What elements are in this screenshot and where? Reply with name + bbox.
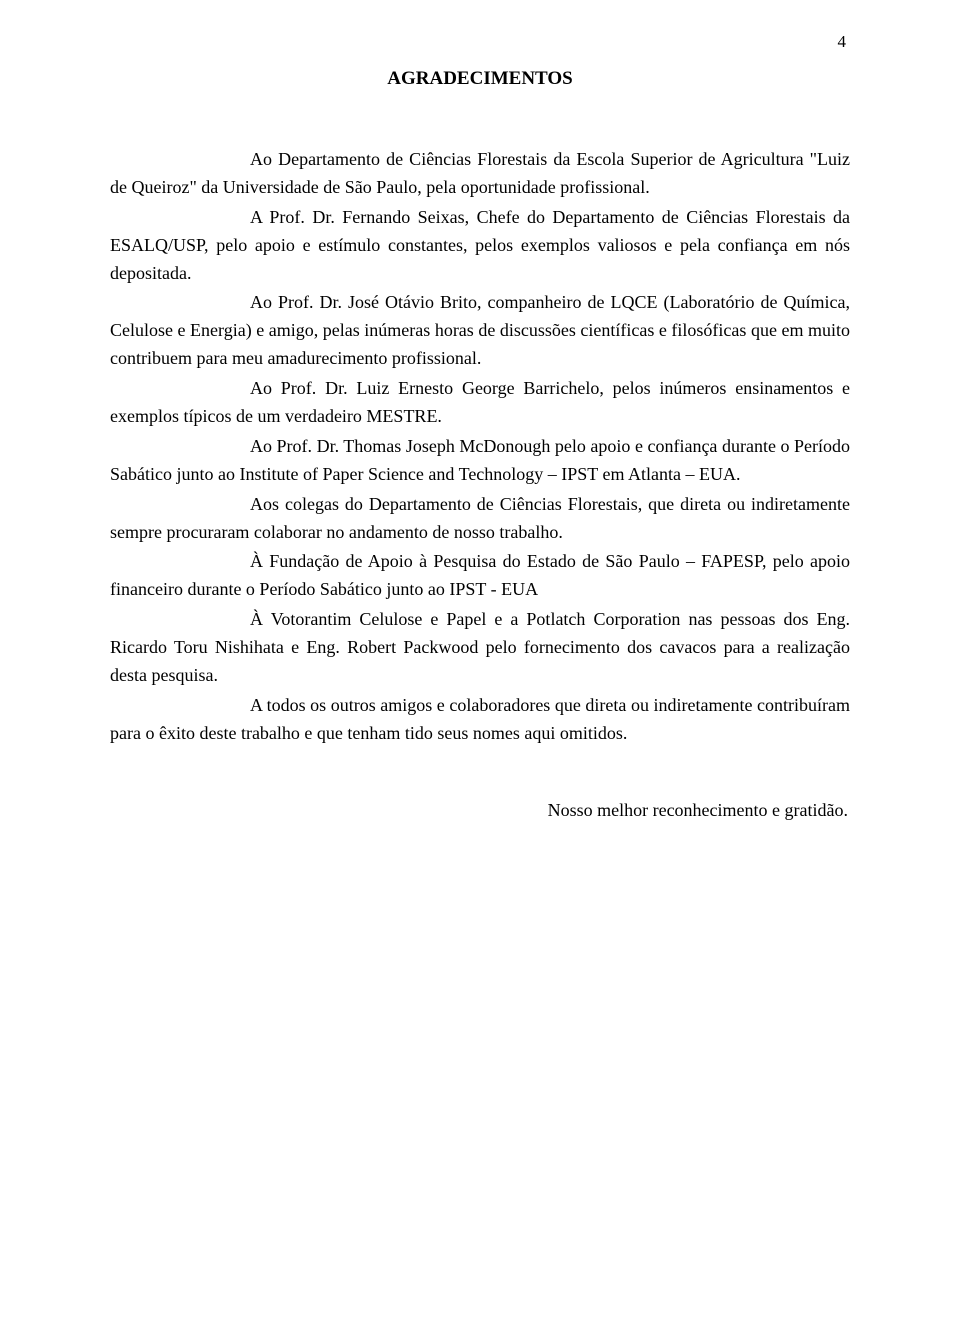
body-paragraph: Ao Departamento de Ciências Florestais d… [110, 146, 850, 202]
page-number: 4 [838, 32, 847, 52]
body-paragraph: A todos os outros amigos e colaboradores… [110, 692, 850, 748]
body-paragraph: Ao Prof. Dr. José Otávio Brito, companhe… [110, 289, 850, 373]
body-paragraph: A Prof. Dr. Fernando Seixas, Chefe do De… [110, 204, 850, 288]
body-paragraph: Ao Prof. Dr. Thomas Joseph McDonough pel… [110, 433, 850, 489]
body-paragraph: À Fundação de Apoio à Pesquisa do Estado… [110, 548, 850, 604]
body-paragraph: À Votorantim Celulose e Papel e a Potlat… [110, 606, 850, 690]
document-page: 4 AGRADECIMENTOS Ao Departamento de Ciên… [0, 0, 960, 1333]
closing-line: Nosso melhor reconhecimento e gratidão. [110, 800, 850, 821]
body-paragraph: Aos colegas do Departamento de Ciências … [110, 491, 850, 547]
body-paragraph: Ao Prof. Dr. Luiz Ernesto George Barrich… [110, 375, 850, 431]
page-title: AGRADECIMENTOS [110, 68, 850, 90]
